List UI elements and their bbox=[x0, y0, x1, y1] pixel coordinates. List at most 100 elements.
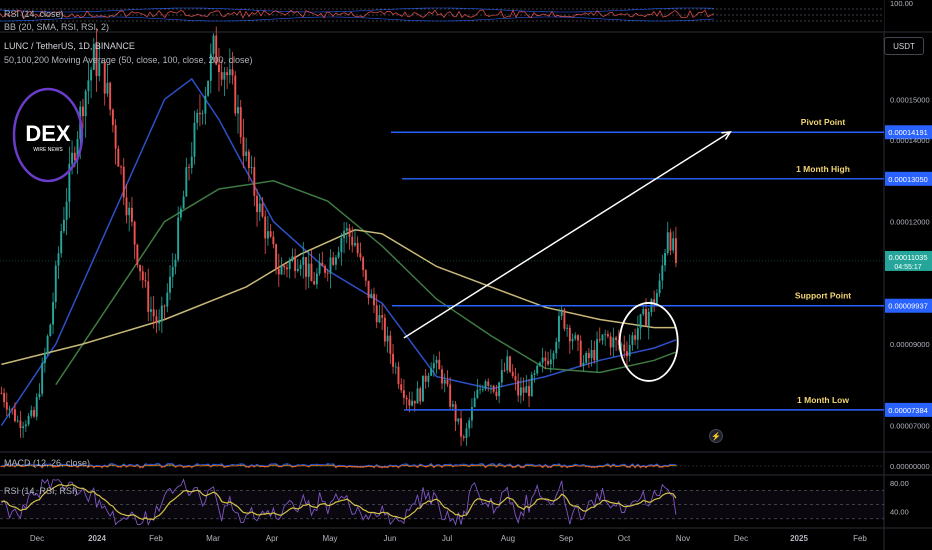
time-tick-label: Dec bbox=[30, 534, 44, 543]
level-label: 1 Month High bbox=[796, 164, 850, 174]
candle-body bbox=[60, 231, 63, 254]
candle-body bbox=[209, 53, 212, 81]
candle-body bbox=[133, 221, 136, 245]
candle-body bbox=[511, 371, 514, 377]
time-tick-label: Feb bbox=[149, 534, 163, 543]
candle-body bbox=[73, 152, 76, 161]
candle-body bbox=[201, 113, 204, 115]
candle-body bbox=[392, 353, 394, 367]
candle-body bbox=[294, 256, 297, 271]
candle-body bbox=[647, 312, 650, 327]
candle-body bbox=[247, 151, 250, 169]
candle-body bbox=[533, 373, 536, 375]
candle-body bbox=[568, 327, 571, 342]
candle-body bbox=[587, 353, 590, 359]
trend-arrow-head bbox=[721, 130, 732, 140]
level-price-text: 0.00007384 bbox=[888, 406, 928, 415]
level-label: 1 Month Low bbox=[797, 395, 849, 405]
candle-body bbox=[596, 339, 598, 361]
candle-body bbox=[538, 362, 541, 366]
candle-body bbox=[340, 238, 343, 253]
candle-body bbox=[90, 69, 93, 81]
candle-body bbox=[228, 69, 231, 76]
candle-body bbox=[582, 362, 585, 366]
price-tick-label: 0.00007000 bbox=[890, 422, 930, 431]
candle-body bbox=[549, 359, 552, 365]
candle-body bbox=[218, 64, 220, 73]
last-price-badge bbox=[885, 250, 932, 271]
top-rsi-pane bbox=[0, 0, 884, 31]
macd-pane bbox=[0, 462, 884, 469]
candle-body bbox=[544, 357, 547, 361]
candle-body bbox=[139, 264, 142, 272]
macd-tick-label: 0.00000000 bbox=[890, 462, 930, 471]
candle-body bbox=[179, 208, 182, 218]
candle-body bbox=[315, 273, 318, 285]
candle-body bbox=[226, 72, 229, 76]
price-tick-label: 0.00012000 bbox=[890, 218, 930, 227]
candle-body bbox=[585, 353, 588, 363]
candle-body bbox=[547, 360, 550, 365]
candle-body bbox=[555, 341, 558, 354]
candle-body bbox=[264, 216, 267, 239]
rsi-tick-label: 80.00 bbox=[890, 479, 909, 488]
candle-body bbox=[598, 339, 601, 341]
candle-body bbox=[103, 61, 106, 94]
candle-body bbox=[579, 340, 582, 366]
bb-upper-line bbox=[0, 7, 715, 13]
candle-body bbox=[334, 257, 337, 265]
candle-body bbox=[122, 166, 125, 198]
candle-body bbox=[655, 293, 658, 304]
candle-body bbox=[604, 334, 607, 335]
rsi-legend[interactable]: RSI (14, RSI, RSI) bbox=[4, 486, 78, 496]
candle-body bbox=[95, 43, 98, 77]
top-rsi-line bbox=[0, 9, 715, 19]
candle-body bbox=[487, 381, 490, 386]
candle-body bbox=[24, 424, 27, 427]
candle-body bbox=[231, 69, 234, 76]
time-tick-label: 2025 bbox=[790, 534, 808, 543]
candle-body bbox=[220, 72, 223, 80]
macd-histogram-bar bbox=[0, 466, 3, 467]
candle-body bbox=[416, 388, 419, 404]
candle-body bbox=[658, 280, 661, 294]
candle-body bbox=[329, 257, 332, 274]
candle-body bbox=[411, 400, 414, 406]
candle-body bbox=[449, 384, 452, 407]
candle-body bbox=[114, 125, 117, 149]
candle-body bbox=[441, 369, 443, 384]
rsi-pane bbox=[0, 478, 884, 527]
candle-body bbox=[215, 35, 218, 65]
price-tick-label: 0.00014000 bbox=[890, 136, 930, 145]
candle-body bbox=[207, 80, 210, 96]
time-tick-label: Sep bbox=[559, 534, 574, 543]
price-tick-label: 0.00015000 bbox=[890, 95, 930, 104]
ma-legend[interactable]: 50,100,200 Moving Average (50, close, 10… bbox=[4, 55, 253, 65]
trend-arrow-line bbox=[403, 131, 731, 339]
candle-body bbox=[560, 309, 563, 316]
macd-legend[interactable]: MACD (12, 26, close) bbox=[4, 458, 91, 468]
candle-body bbox=[574, 335, 577, 339]
lightning-icon[interactable]: ⚡ bbox=[709, 429, 723, 443]
time-tick-label: Mar bbox=[206, 534, 220, 543]
candle-body bbox=[451, 404, 454, 407]
top-pane-bg bbox=[0, 0, 884, 31]
symbol-title[interactable]: LUNC / TetherUS, 1D, BINANCE bbox=[4, 41, 135, 51]
level-price-badge bbox=[885, 402, 932, 417]
candle-body bbox=[198, 112, 201, 115]
candle-body bbox=[166, 292, 169, 307]
logo-subtext: WIRE NEWS bbox=[33, 147, 63, 153]
candle-body bbox=[46, 336, 49, 353]
candle-body bbox=[498, 382, 501, 397]
currency-button[interactable]: USDT bbox=[884, 37, 924, 55]
level-price-badge bbox=[885, 125, 932, 140]
rsi-ma-line bbox=[1, 483, 677, 520]
candle-body bbox=[253, 167, 256, 196]
logo-text: DEX bbox=[25, 121, 71, 146]
candle-body bbox=[130, 207, 133, 222]
level-price-badge bbox=[885, 298, 932, 313]
candle-body bbox=[490, 385, 492, 387]
candle-body bbox=[402, 390, 405, 398]
candle-body bbox=[193, 122, 196, 157]
